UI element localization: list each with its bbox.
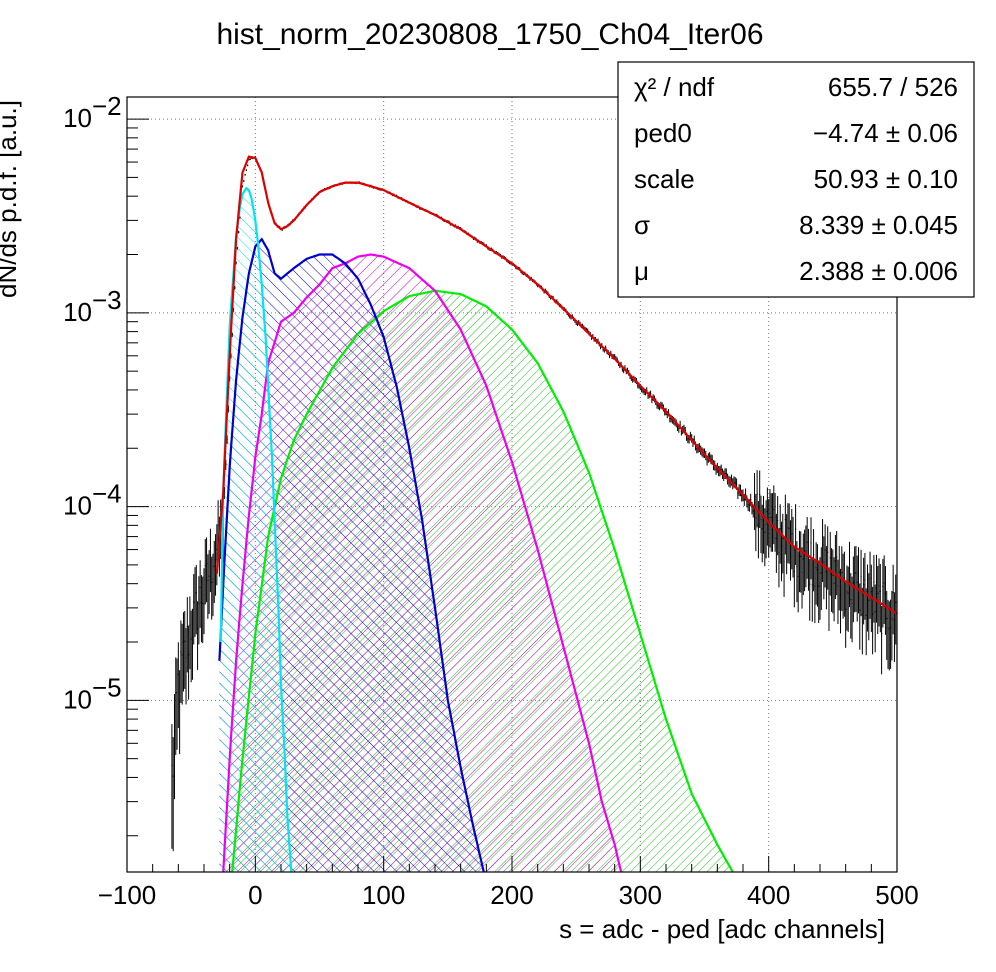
chart-title: hist_norm_20230808_1750_Ch04_Iter06	[216, 18, 763, 51]
x-tick-label: 100	[362, 880, 405, 910]
stats-box: χ² / ndf 655.7 / 526 ped0 −4.74 ± 0.06 scale…	[617, 61, 975, 298]
stats-row-value: 50.93 ± 0.10	[814, 164, 958, 194]
y-tick-exponent: −2	[92, 91, 122, 121]
stats-box-frame	[617, 61, 975, 298]
component-curve	[231, 289, 734, 872]
y-tick-exponent: −5	[92, 672, 122, 702]
total-fit-curve	[215, 155, 897, 615]
stats-row-label: ped0	[634, 118, 692, 148]
stats-row-value: 2.388 ± 0.006	[799, 256, 958, 286]
fit-curves	[215, 155, 897, 872]
stats-row-value: −4.74 ± 0.06	[813, 118, 958, 148]
component-area	[219, 239, 484, 872]
y-tick-label: 10	[63, 297, 92, 327]
y-axis-ticks: 10−210−310−410−5	[63, 91, 149, 837]
y-tick-label: 10	[63, 684, 92, 714]
x-tick-label: −100	[98, 880, 157, 910]
stats-row-value: 8.339 ± 0.045	[799, 210, 958, 240]
stats-row-value: 655.7 / 526	[828, 72, 958, 102]
x-tick-label: 500	[875, 880, 918, 910]
x-axis-ticks: −100 0 100 200 300 400 500	[98, 856, 919, 910]
component-curve	[218, 237, 485, 872]
x-axis-label: s = adc - ped [adc channels]	[559, 914, 885, 944]
x-tick-label: 400	[747, 880, 790, 910]
x-tick-label: 0	[248, 880, 262, 910]
stats-row-label: χ² / ndf	[634, 72, 715, 102]
y-axis-label: dN/ds p.d.f. [a.u.]	[0, 100, 22, 298]
y-tick-label: 10	[63, 103, 92, 133]
y-tick-exponent: −4	[92, 479, 122, 509]
component-areas	[219, 188, 733, 872]
y-tick-label: 10	[63, 491, 92, 521]
y-tick-exponent: −3	[92, 285, 122, 315]
stats-row-label: scale	[634, 164, 695, 194]
x-tick-label: 200	[490, 880, 533, 910]
component-curve	[222, 253, 623, 872]
x-tick-label: 300	[619, 880, 662, 910]
stats-row-label: σ	[634, 210, 650, 240]
stats-row-label: μ	[634, 256, 649, 286]
